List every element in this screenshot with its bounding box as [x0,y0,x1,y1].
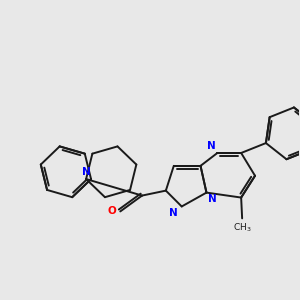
Text: N: N [82,167,91,177]
Text: CH$_3$: CH$_3$ [233,221,251,234]
Text: N: N [207,141,216,151]
Text: N: N [169,208,178,218]
Text: O: O [108,206,117,216]
Text: N: N [208,194,217,204]
